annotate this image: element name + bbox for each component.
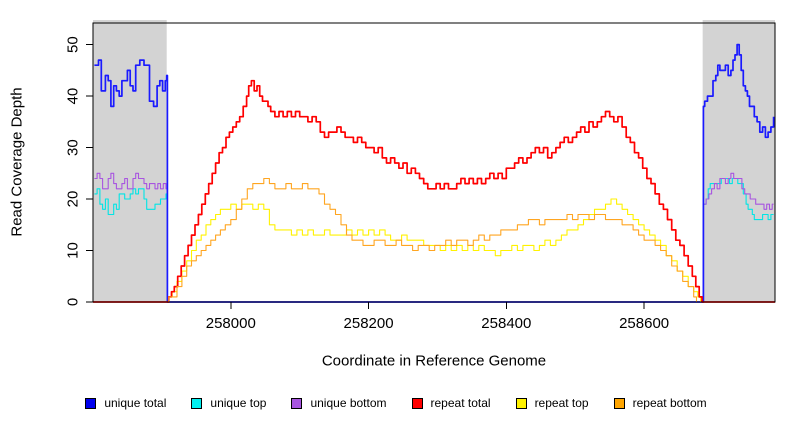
legend-swatch-icon <box>85 397 97 409</box>
y-axis-title: Read Coverage Depth <box>8 87 26 237</box>
legend-label: unique total <box>104 396 167 410</box>
x-tick-label: 258600 <box>619 315 669 332</box>
legend-item-repeat-total: repeat total <box>411 396 491 410</box>
legend-item-repeat-top: repeat top <box>515 396 589 410</box>
series-unique-total-line <box>94 43 775 303</box>
y-tick-label: 0 <box>65 298 82 306</box>
masked-region-left <box>93 20 167 302</box>
y-tick-label: 40 <box>64 88 81 105</box>
x-tick-label: 258000 <box>206 315 256 332</box>
y-tick-label: 20 <box>65 191 82 208</box>
legend-swatch-icon <box>191 397 203 409</box>
legend-label: repeat bottom <box>632 396 707 410</box>
legend-item-unique-top: unique top <box>191 396 266 410</box>
legend-item-repeat-bottom: repeat bottom <box>613 396 707 410</box>
series-repeat-bottom-line <box>93 177 775 303</box>
legend-label: repeat top <box>534 396 589 410</box>
legend-swatch-icon <box>613 397 625 409</box>
legend: unique total unique top unique bottom repea… <box>0 396 792 410</box>
x-tick-label: 258200 <box>344 315 394 332</box>
x-axis-title: Coordinate in Reference Genome <box>321 352 547 370</box>
y-tick-label: 50 <box>65 36 82 53</box>
legend-item-unique-total: unique total <box>85 396 166 410</box>
legend-label: unique bottom <box>310 396 387 410</box>
masked-region-right <box>702 20 775 302</box>
legend-label: repeat total <box>430 396 491 410</box>
y-tick-label: 30 <box>64 139 81 156</box>
legend-swatch-icon <box>291 397 303 409</box>
x-tick-label: 258400 <box>481 315 531 332</box>
series-repeat-total-line <box>93 79 775 303</box>
series-unique-bottom-line <box>94 172 774 303</box>
legend-swatch-icon <box>515 397 527 409</box>
legend-swatch-icon <box>411 397 423 409</box>
legend-label: unique top <box>210 396 267 410</box>
plot-border <box>92 22 776 303</box>
legend-item-unique-bottom: unique bottom <box>291 396 387 410</box>
y-tick-label: 10 <box>65 242 82 259</box>
